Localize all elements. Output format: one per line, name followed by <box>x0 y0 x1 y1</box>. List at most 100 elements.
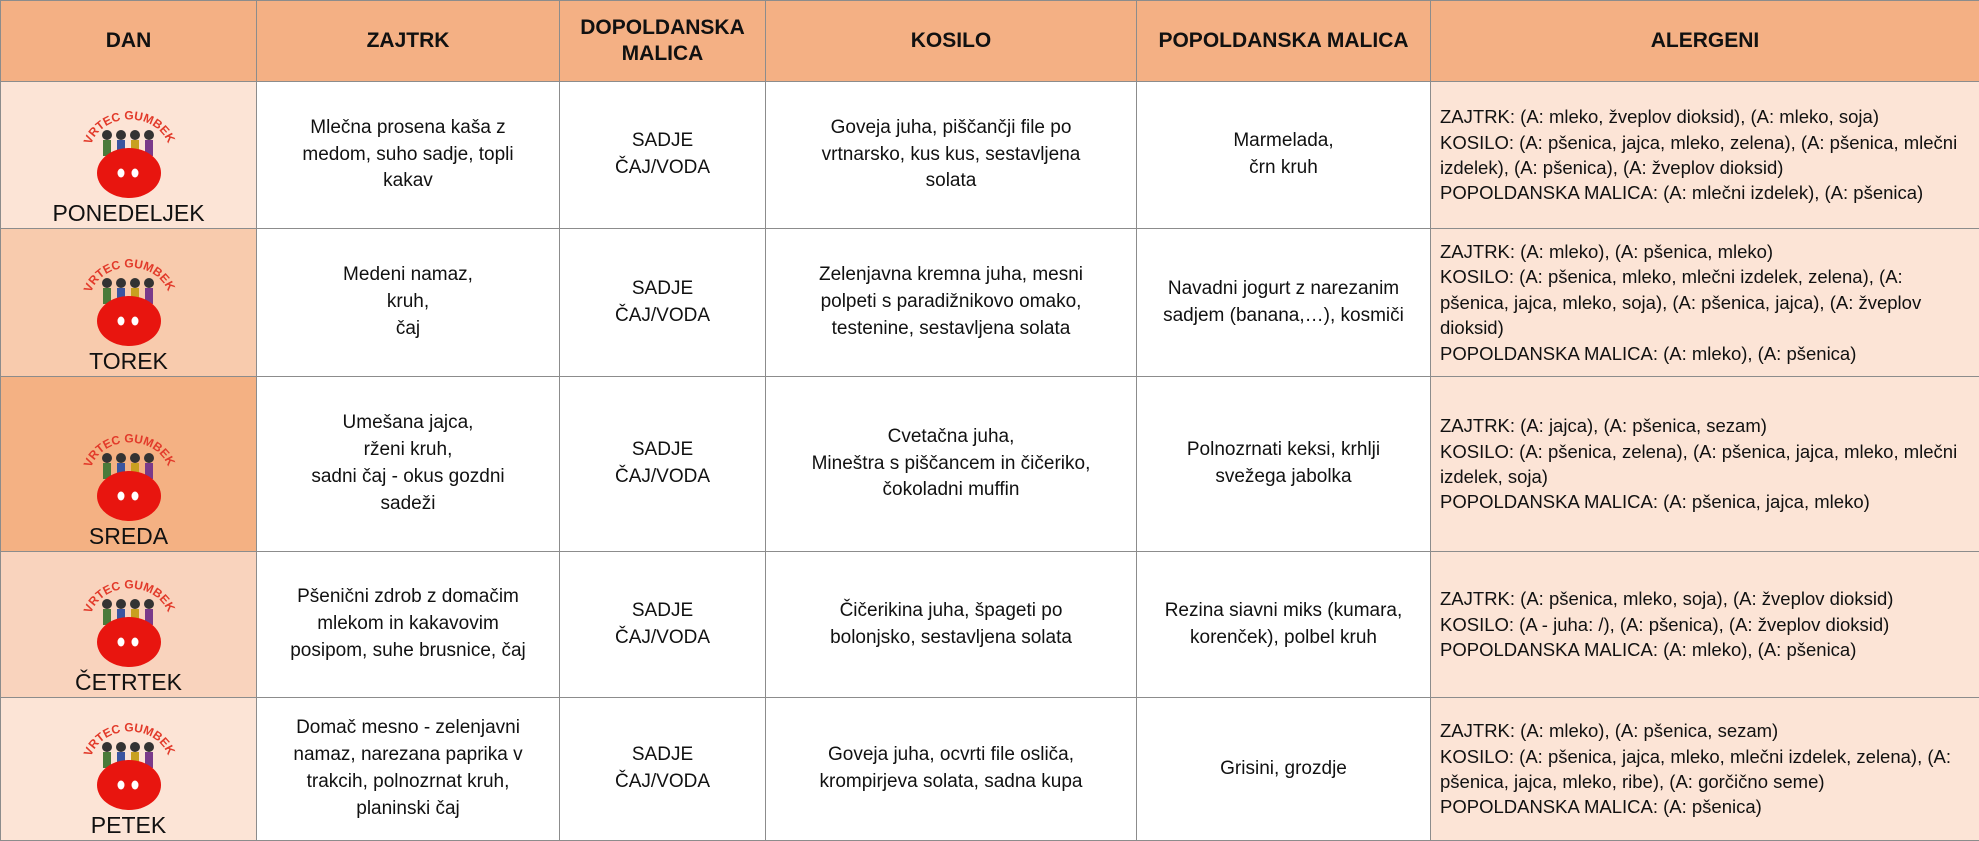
dopoldanska-line: ČAJ/VODA <box>560 625 765 652</box>
logo-figure-head <box>130 453 140 463</box>
zajtrk-line: rženi kruh, <box>257 437 559 464</box>
day-cell: VRTEC GUMBEK SREDA <box>1 377 257 552</box>
zajtrk-line: sadeži <box>257 491 559 518</box>
day-name: SREDA <box>1 524 256 549</box>
popoldanska-line: Polnozrnati keksi, krhlji <box>1137 437 1430 464</box>
day-cell: VRTEC GUMBEK PONEDELJEK <box>1 82 257 229</box>
logo-hole <box>117 780 124 789</box>
kosilo-line: vrtnarsko, kus kus, sestavljena <box>766 142 1136 169</box>
logo-text-path: VRTEC GUMBEK <box>80 108 177 146</box>
kosilo-line: bolonjsko, sestavljena solata <box>766 625 1136 652</box>
kosilo-line: Cvetačna juha, <box>766 424 1136 451</box>
alergeni-cell: ZAJTRK: (A: mleko, žveplov dioksid), (A:… <box>1431 82 1979 229</box>
alergeni-line: KOSILO: (A - juha: /), (A: pšenica), (A:… <box>1440 612 1973 637</box>
logo-hole <box>117 491 124 500</box>
logo-hole <box>131 780 138 789</box>
popoldanska-cell: Grisini, grozdje <box>1137 698 1431 841</box>
dopoldanska-line: SADJE <box>560 437 765 464</box>
logo-figure-head <box>116 599 126 609</box>
header-cell: DOPOLDANSKA MALICA <box>560 1 766 82</box>
day-cell: VRTEC GUMBEK ČETRTEK <box>1 552 257 698</box>
zajtrk-line: namaz, narezana paprika v <box>257 742 559 769</box>
logo-figure-head <box>144 742 154 752</box>
logo-figure-head <box>116 453 126 463</box>
kosilo-line: krompirjeva solata, sadna kupa <box>766 769 1136 796</box>
alergeni-line: POPOLDANSKA MALICA: (A: pšenica) <box>1440 794 1973 819</box>
kosilo-line: Mineštra s piščancem in čičeriko, <box>766 451 1136 478</box>
kosilo-line: solata <box>766 168 1136 195</box>
alergeni-cell: ZAJTRK: (A: jajca), (A: pšenica, sezam)K… <box>1431 377 1979 552</box>
dopoldanska-line: SADJE <box>560 276 765 303</box>
alergeni-line: ZAJTRK: (A: pšenica, mleko, soja), (A: ž… <box>1440 586 1973 611</box>
zajtrk-line: Pšenični zdrob z domačim <box>257 584 559 611</box>
logo-figure-head <box>116 278 126 288</box>
alergeni-line: ZAJTRK: (A: mleko), (A: pšenica, sezam) <box>1440 718 1973 743</box>
logo-figure-head <box>102 130 112 140</box>
logo-figure-head <box>130 130 140 140</box>
alergeni-line: KOSILO: (A: pšenica, zelena), (A: pšenic… <box>1440 439 1973 490</box>
alergeni-line: KOSILO: (A: pšenica, mleko, mlečni izdel… <box>1440 264 1973 340</box>
kosilo-line: Goveja juha, piščančji file po <box>766 115 1136 142</box>
logo-figure-head <box>144 130 154 140</box>
logo-button <box>97 760 161 810</box>
alergeni-line: POPOLDANSKA MALICA: (A: mleko), (A: pšen… <box>1440 341 1973 366</box>
logo-text: VRTEC GUMBEK <box>80 431 177 469</box>
logo-button <box>97 471 161 521</box>
logo-text-path: VRTEC GUMBEK <box>80 431 177 469</box>
logo-figure-head <box>130 278 140 288</box>
alergeni-line: POPOLDANSKA MALICA: (A: pšenica, jajca, … <box>1440 489 1973 514</box>
logo-button <box>97 617 161 667</box>
dopoldanska-line: SADJE <box>560 742 765 769</box>
alergeni-line: KOSILO: (A: pšenica, jajca, mleko, zelen… <box>1440 130 1973 181</box>
logo-figure-head <box>102 599 112 609</box>
logo-figure-head <box>144 278 154 288</box>
popoldanska-line: črn kruh <box>1137 155 1430 182</box>
dopoldanska-line: ČAJ/VODA <box>560 464 765 491</box>
day-name: ČETRTEK <box>1 670 256 695</box>
zajtrk-cell: Umešana jajca,rženi kruh,sadni čaj - oku… <box>257 377 560 552</box>
logo-text-path: VRTEC GUMBEK <box>80 720 177 758</box>
logo-text-path: VRTEC GUMBEK <box>80 577 177 615</box>
kosilo-line: testenine, sestavljena solata <box>766 316 1136 343</box>
kosilo-line: čokoladni muffin <box>766 477 1136 504</box>
alergeni-line: ZAJTRK: (A: mleko, žveplov dioksid), (A:… <box>1440 104 1973 129</box>
logo-text: VRTEC GUMBEK <box>80 256 177 294</box>
kosilo-line: Zelenjavna kremna juha, mesni <box>766 262 1136 289</box>
logo: VRTEC GUMBEK <box>69 105 189 201</box>
logo-button <box>97 148 161 198</box>
logo-hole <box>117 316 124 325</box>
zajtrk-line: planinski čaj <box>257 796 559 823</box>
popoldanska-cell: Marmelada,črn kruh <box>1137 82 1431 229</box>
alergeni-line: ZAJTRK: (A: mleko), (A: pšenica, mleko) <box>1440 239 1973 264</box>
dopoldanska-line: SADJE <box>560 598 765 625</box>
zajtrk-cell: Medeni namaz,kruh,čaj <box>257 229 560 377</box>
logo-figure-head <box>130 742 140 752</box>
logo-hole <box>131 168 138 177</box>
dopoldanska-line: ČAJ/VODA <box>560 769 765 796</box>
logo-text: VRTEC GUMBEK <box>80 720 177 758</box>
logo-figure-head <box>102 453 112 463</box>
popoldanska-line: svežega jabolka <box>1137 464 1430 491</box>
header-cell: DAN <box>1 1 257 82</box>
popoldanska-line: Rezina siavni miks (kumara, <box>1137 598 1430 625</box>
zajtrk-line: sadni čaj - okus gozdni <box>257 464 559 491</box>
alergeni-cell: ZAJTRK: (A: mleko), (A: pšenica, mleko)K… <box>1431 229 1979 377</box>
header-cell: KOSILO <box>766 1 1137 82</box>
day-name: PONEDELJEK <box>1 201 256 226</box>
